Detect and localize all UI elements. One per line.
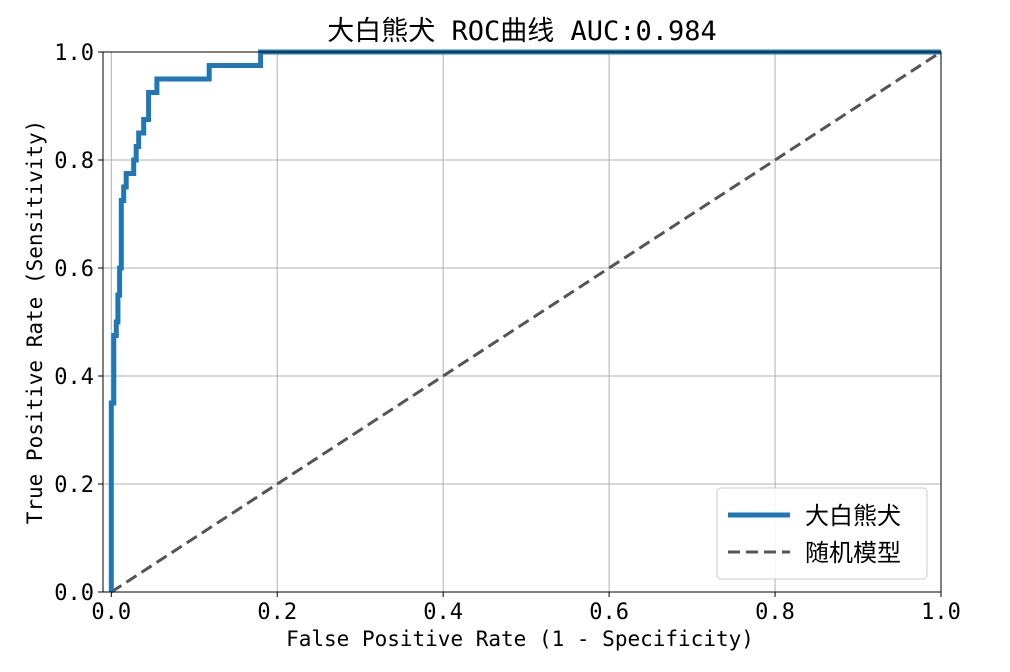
legend-label-dog: 大白熊犬 — [805, 502, 901, 530]
legend-label-random: 随机模型 — [805, 539, 901, 567]
x-tick-label: 0.0 — [91, 600, 131, 625]
x-tick-label: 1.0 — [921, 600, 961, 625]
y-tick-label: 0.0 — [54, 581, 94, 606]
tick-labels: 0.0 0.2 0.4 0.6 0.8 1.0 0.0 0.2 0.4 0.6 0.8 1.0 — [54, 41, 961, 625]
y-tick-label: 0.4 — [54, 365, 94, 390]
plot-frame — [102, 51, 942, 593]
legend: 大白熊犬 随机模型 — [716, 487, 928, 580]
y-tick-label: 1.0 — [54, 41, 94, 66]
legend-box — [716, 487, 928, 580]
x-tick-label: 0.4 — [423, 600, 463, 625]
x-tick-label: 0.8 — [755, 600, 795, 625]
random-model-line — [110, 50, 942, 594]
series-lines — [108, 49, 942, 594]
x-axis-label: False Positive Rate (1 - Specificity) — [286, 627, 754, 651]
y-axis-label: True Positive Rate (Sensitivity) — [23, 120, 47, 525]
x-tick-label: 0.2 — [257, 600, 297, 625]
tick-marks — [98, 51, 942, 597]
chart-title: 大白熊犬 ROC曲线 AUC:0.984 — [327, 16, 717, 47]
y-tick-label: 0.2 — [54, 473, 94, 498]
y-tick-label: 0.8 — [54, 149, 94, 174]
roc-curve-line — [108, 49, 941, 592]
y-tick-label: 0.6 — [54, 257, 94, 282]
x-tick-label: 0.6 — [589, 600, 629, 625]
